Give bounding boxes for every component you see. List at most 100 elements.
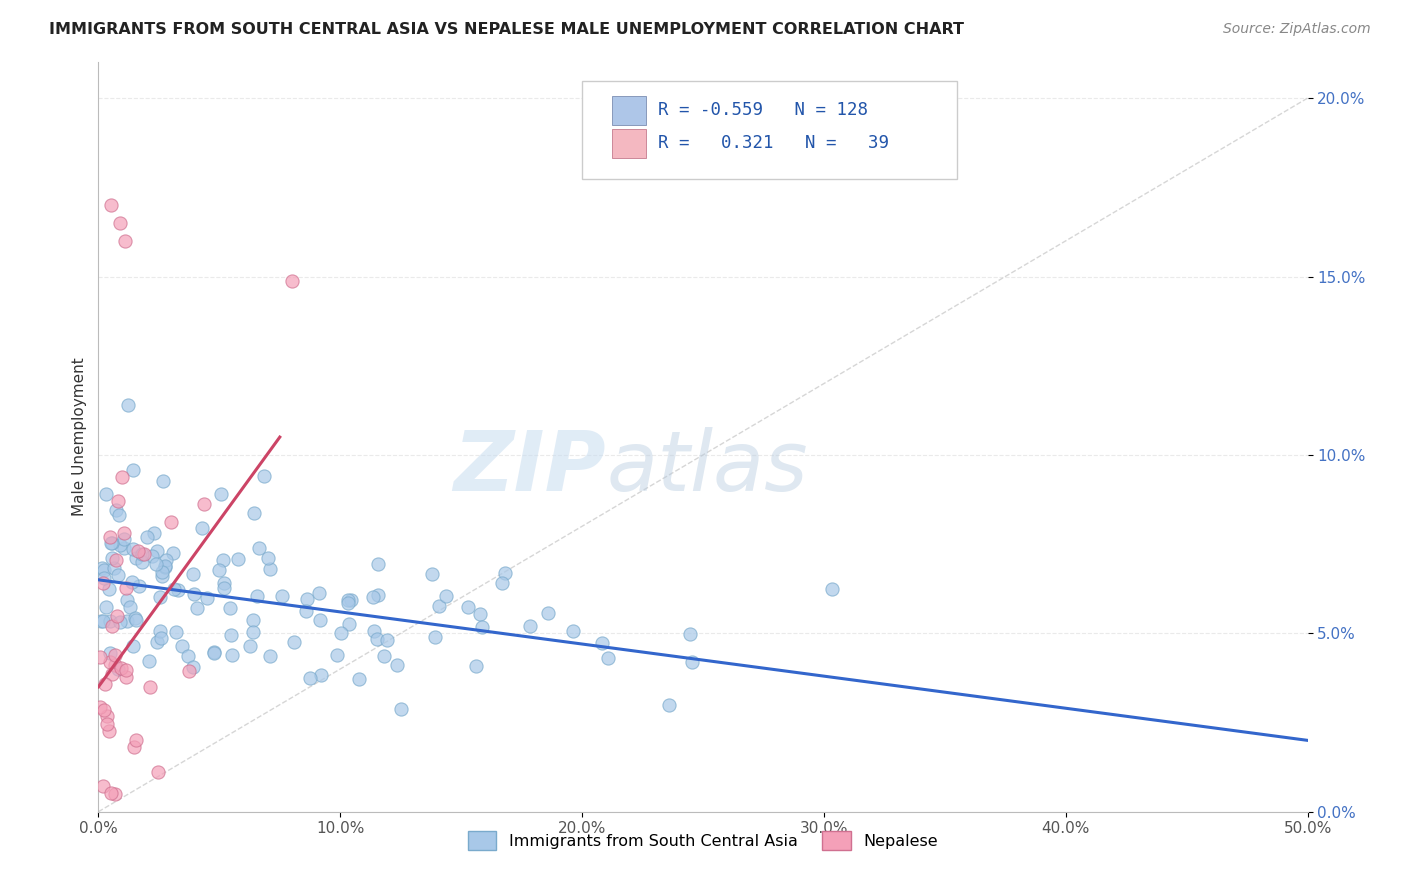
- Point: [271, 589, 294, 603]
- Point: [155, 553, 177, 567]
- Point: [93, 563, 115, 577]
- Point: [107, 568, 129, 582]
- Point: [226, 551, 249, 566]
- Point: [98, 646, 121, 660]
- Point: [242, 613, 264, 627]
- Point: [89, 650, 111, 665]
- Point: [121, 574, 143, 589]
- Point: [212, 582, 235, 596]
- Point: [311, 668, 333, 682]
- Point: [337, 593, 360, 607]
- Point: [165, 625, 187, 640]
- Point: [125, 550, 148, 565]
- Point: [218, 601, 240, 615]
- Point: [96, 708, 118, 723]
- Point: [146, 764, 169, 779]
- Text: ZIP: ZIP: [454, 426, 606, 508]
- Point: [131, 555, 153, 569]
- Point: [114, 234, 136, 248]
- Point: [347, 673, 370, 687]
- Point: [104, 503, 127, 517]
- Point: [427, 599, 450, 614]
- Point: [107, 494, 129, 508]
- Point: [202, 646, 225, 660]
- Point: [100, 666, 122, 681]
- Point: [190, 521, 212, 535]
- Point: [105, 609, 128, 624]
- Point: [153, 559, 176, 574]
- Point: [89, 700, 111, 714]
- Point: [170, 639, 193, 653]
- Point: [160, 515, 183, 529]
- Point: [91, 575, 114, 590]
- Point: [821, 582, 844, 597]
- FancyBboxPatch shape: [582, 81, 957, 178]
- Point: [131, 547, 153, 561]
- Point: [91, 779, 114, 793]
- Point: [97, 582, 120, 596]
- Point: [246, 589, 269, 603]
- Point: [375, 632, 398, 647]
- Point: [108, 216, 131, 230]
- Point: [115, 663, 138, 677]
- Point: [596, 651, 619, 665]
- Point: [385, 657, 408, 672]
- Point: [103, 561, 125, 575]
- Point: [471, 620, 494, 634]
- Point: [100, 619, 122, 633]
- Point: [153, 559, 176, 574]
- Point: [166, 583, 188, 598]
- Point: [253, 468, 276, 483]
- Point: [125, 613, 148, 627]
- Point: [183, 587, 205, 601]
- Point: [562, 624, 585, 639]
- Point: [96, 717, 118, 731]
- Point: [181, 567, 204, 582]
- Point: [98, 656, 121, 670]
- Point: [247, 541, 270, 555]
- Point: [124, 611, 146, 625]
- Point: [195, 591, 218, 605]
- Point: [281, 274, 304, 288]
- Point: [361, 590, 384, 604]
- Point: [104, 787, 127, 801]
- Point: [91, 615, 114, 629]
- Point: [243, 506, 266, 520]
- Point: [186, 600, 208, 615]
- Point: [537, 606, 560, 620]
- Point: [494, 566, 516, 581]
- Point: [112, 541, 135, 556]
- Point: [239, 639, 262, 653]
- Point: [221, 648, 243, 662]
- Point: [110, 661, 132, 675]
- Point: [389, 702, 412, 716]
- Point: [127, 544, 149, 558]
- Point: [107, 662, 129, 676]
- Point: [177, 648, 200, 663]
- Point: [336, 596, 359, 610]
- Point: [308, 586, 330, 600]
- Point: [658, 698, 681, 712]
- FancyBboxPatch shape: [613, 129, 647, 158]
- Point: [491, 576, 513, 591]
- Point: [208, 563, 231, 577]
- Point: [115, 614, 138, 628]
- Text: IMMIGRANTS FROM SOUTH CENTRAL ASIA VS NEPALESE MALE UNEMPLOYMENT CORRELATION CHA: IMMIGRANTS FROM SOUTH CENTRAL ASIA VS NE…: [49, 22, 965, 37]
- Point: [211, 553, 233, 567]
- Text: R = -0.559   N = 128: R = -0.559 N = 128: [658, 102, 869, 120]
- Point: [295, 592, 318, 607]
- Point: [94, 677, 117, 691]
- Point: [96, 487, 118, 501]
- Point: [326, 648, 349, 662]
- Point: [134, 547, 156, 561]
- Text: R =   0.321   N =   39: R = 0.321 N = 39: [658, 135, 889, 153]
- Y-axis label: Male Unemployment: Male Unemployment: [72, 358, 87, 516]
- Legend: Immigrants from South Central Asia, Nepalese: Immigrants from South Central Asia, Nepa…: [461, 825, 945, 856]
- Point: [162, 582, 184, 597]
- Point: [150, 631, 173, 645]
- Point: [122, 739, 145, 754]
- Point: [104, 648, 127, 662]
- FancyBboxPatch shape: [613, 96, 647, 125]
- Point: [98, 530, 121, 544]
- Point: [115, 592, 138, 607]
